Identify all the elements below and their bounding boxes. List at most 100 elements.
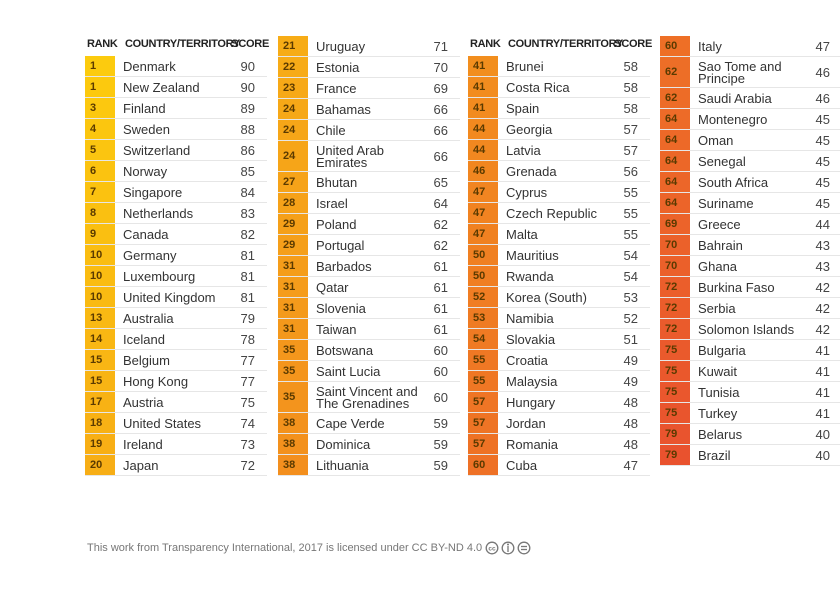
license-text: This work from Transparency Internationa… <box>87 542 483 554</box>
country: Malaysia <box>506 373 558 389</box>
score: 59 <box>433 457 448 473</box>
score: 45 <box>815 153 830 169</box>
country: Luxembourg <box>123 268 196 284</box>
country: Sao Tome and Principe <box>698 59 782 86</box>
country: Oman <box>698 132 734 148</box>
score: 79 <box>240 310 255 326</box>
table-row: 35 Saint Lucia 60 <box>278 361 460 382</box>
country: Belarus <box>698 426 743 442</box>
table-row: 1 Denmark 90 <box>85 56 267 77</box>
score: 42 <box>815 279 830 295</box>
score: 88 <box>240 121 255 137</box>
score: 78 <box>240 331 255 347</box>
table-row: 7 Singapore 84 <box>85 182 267 203</box>
table-row: 27 Bhutan 65 <box>278 172 460 193</box>
table-row: 64 South Africa 45 <box>660 172 840 193</box>
score: 59 <box>433 415 448 431</box>
country: Solomon Islands <box>698 321 795 337</box>
rank: 60 <box>468 455 498 475</box>
rank: 41 <box>468 98 498 118</box>
score: 65 <box>433 174 448 190</box>
score: 82 <box>240 226 255 242</box>
rank: 75 <box>660 340 690 360</box>
rank: 64 <box>660 193 690 213</box>
rank: 15 <box>85 371 115 391</box>
rank: 64 <box>660 172 690 192</box>
table-row: 75 Kuwait 41 <box>660 361 840 382</box>
table-row: 57 Hungary 48 <box>468 392 650 413</box>
rank: 24 <box>278 120 308 140</box>
table-row: 41 Costa Rica 58 <box>468 77 650 98</box>
table-row: 44 Georgia 57 <box>468 119 650 140</box>
score: 81 <box>240 268 255 284</box>
rank: 24 <box>278 99 308 119</box>
score: 46 <box>815 90 830 106</box>
score: 42 <box>815 300 830 316</box>
table-row: 72 Solomon Islands 42 <box>660 319 840 340</box>
svg-text:cc: cc <box>489 546 497 553</box>
rank: 46 <box>468 161 498 181</box>
table-row: 70 Bahrain 43 <box>660 235 840 256</box>
rank: 31 <box>278 256 308 276</box>
rank: 38 <box>278 455 308 475</box>
table-row: 72 Serbia 42 <box>660 298 840 319</box>
score: 62 <box>433 216 448 232</box>
score: 47 <box>623 457 638 473</box>
rank: 4 <box>85 119 115 139</box>
score: 69 <box>433 80 448 96</box>
table-row: 38 Dominica 59 <box>278 434 460 455</box>
rank: 27 <box>278 172 308 192</box>
country: New Zealand <box>123 79 200 95</box>
table-column: 41 Brunei 58 41 Costa Rica 58 41 Spain 58 44 Georg… <box>468 56 650 476</box>
rank: 6 <box>85 161 115 181</box>
score: 81 <box>240 289 255 305</box>
score: 64 <box>433 195 448 211</box>
rank: 3 <box>85 98 115 118</box>
score: 66 <box>433 148 448 164</box>
country: Switzerland <box>123 142 191 158</box>
table-row: 50 Mauritius 54 <box>468 245 650 266</box>
rank: 60 <box>660 36 690 56</box>
rank: 64 <box>660 109 690 129</box>
country: Montenegro <box>698 111 768 127</box>
table-row: 41 Spain 58 <box>468 98 650 119</box>
score: 66 <box>433 101 448 117</box>
country: Australia <box>123 310 174 326</box>
table-row: 79 Belarus 40 <box>660 424 840 445</box>
header-country: COUNTRY/TERRITORY <box>508 38 623 50</box>
table-row: 55 Malaysia 49 <box>468 371 650 392</box>
country: Brunei <box>506 58 544 74</box>
score: 72 <box>240 457 255 473</box>
score: 45 <box>815 111 830 127</box>
country: Chile <box>316 122 346 138</box>
rank: 41 <box>468 77 498 97</box>
country: Norway <box>123 163 168 179</box>
rank: 35 <box>278 340 308 360</box>
country: Suriname <box>698 195 754 211</box>
country: Hong Kong <box>123 373 189 389</box>
rank: 70 <box>660 235 690 255</box>
rank: 72 <box>660 298 690 318</box>
score: 48 <box>623 394 638 410</box>
footer: This work from Transparency Internationa… <box>87 541 535 555</box>
rank: 31 <box>278 298 308 318</box>
score: 51 <box>623 331 638 347</box>
license-icons: cc <box>485 541 531 555</box>
rank: 1 <box>85 77 115 97</box>
country: Bhutan <box>316 174 358 190</box>
country: Cuba <box>506 457 538 473</box>
country: Ireland <box>123 436 163 452</box>
country: Denmark <box>123 58 176 74</box>
country: Sweden <box>123 121 170 137</box>
table-row: 47 Cyprus 55 <box>468 182 650 203</box>
rank: 75 <box>660 403 690 423</box>
country: Costa Rica <box>506 79 570 95</box>
table-row: 72 Burkina Faso 42 <box>660 277 840 298</box>
rank: 22 <box>278 57 308 77</box>
country: Poland <box>316 216 357 232</box>
rank: 69 <box>660 214 690 234</box>
rank: 13 <box>85 308 115 328</box>
country: Uruguay <box>316 38 366 54</box>
rank: 47 <box>468 224 498 244</box>
